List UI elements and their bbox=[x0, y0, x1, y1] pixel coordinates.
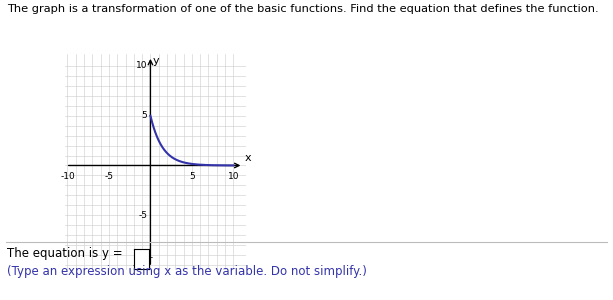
Text: (Type an expression using x as the variable. Do not simplify.): (Type an expression using x as the varia… bbox=[7, 266, 367, 278]
Text: 5: 5 bbox=[189, 172, 195, 182]
Text: The graph is a transformation of one of the basic functions. Find the equation t: The graph is a transformation of one of … bbox=[7, 4, 599, 14]
Text: -5: -5 bbox=[104, 172, 113, 182]
Text: The equation is y =: The equation is y = bbox=[7, 248, 127, 260]
Text: 10: 10 bbox=[227, 172, 239, 182]
Text: 10: 10 bbox=[135, 61, 147, 70]
Text: -5: -5 bbox=[138, 211, 147, 220]
Text: .: . bbox=[150, 248, 154, 260]
Text: x: x bbox=[245, 154, 251, 164]
Text: 5: 5 bbox=[142, 111, 147, 120]
Text: -10: -10 bbox=[60, 172, 75, 182]
Text: -10: -10 bbox=[132, 260, 147, 269]
Text: y: y bbox=[153, 56, 159, 66]
